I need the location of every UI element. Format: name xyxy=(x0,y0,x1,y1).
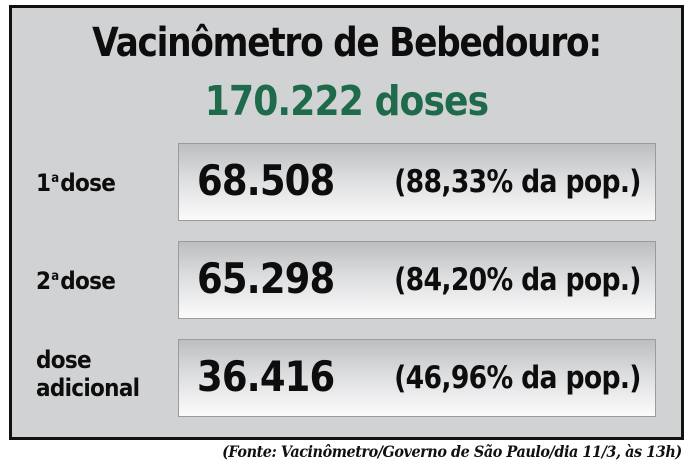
row-additional-dose: dose adicional 36.416 (46,96% da pop.) xyxy=(12,339,681,419)
panel-title: Vacinômetro de Bebedouro: xyxy=(92,20,602,66)
value-box-first-dose: 68.508 (88,33% da pop.) xyxy=(178,143,656,221)
population-percent: (46,96% da pop.) xyxy=(394,360,641,396)
source-caption: (Fonte: Vacinômetro/Governo de São Paulo… xyxy=(222,442,682,461)
value-box-second-dose: 65.298 (84,20% da pop.) xyxy=(178,241,656,319)
row-second-dose: 2adose 65.298 (84,20% da pop.) xyxy=(12,241,681,321)
dose-count: 68.508 xyxy=(197,156,335,205)
population-percent: (88,33% da pop.) xyxy=(394,164,641,200)
dose-count: 65.298 xyxy=(197,254,335,303)
dose-count: 36.416 xyxy=(197,352,335,401)
total-doses: 170.222 doses xyxy=(204,77,489,125)
row-label-additional-dose: dose adicional xyxy=(36,346,140,402)
row-label-second-dose: 2adose xyxy=(36,267,116,295)
value-box-additional-dose: 36.416 (46,96% da pop.) xyxy=(178,339,656,417)
population-percent: (84,20% da pop.) xyxy=(394,262,641,298)
row-label-first-dose: 1adose xyxy=(36,169,116,197)
vaccine-meter-panel: Vacinômetro de Bebedouro: 170.222 doses … xyxy=(9,5,684,440)
row-first-dose: 1adose 68.508 (88,33% da pop.) xyxy=(12,143,681,223)
